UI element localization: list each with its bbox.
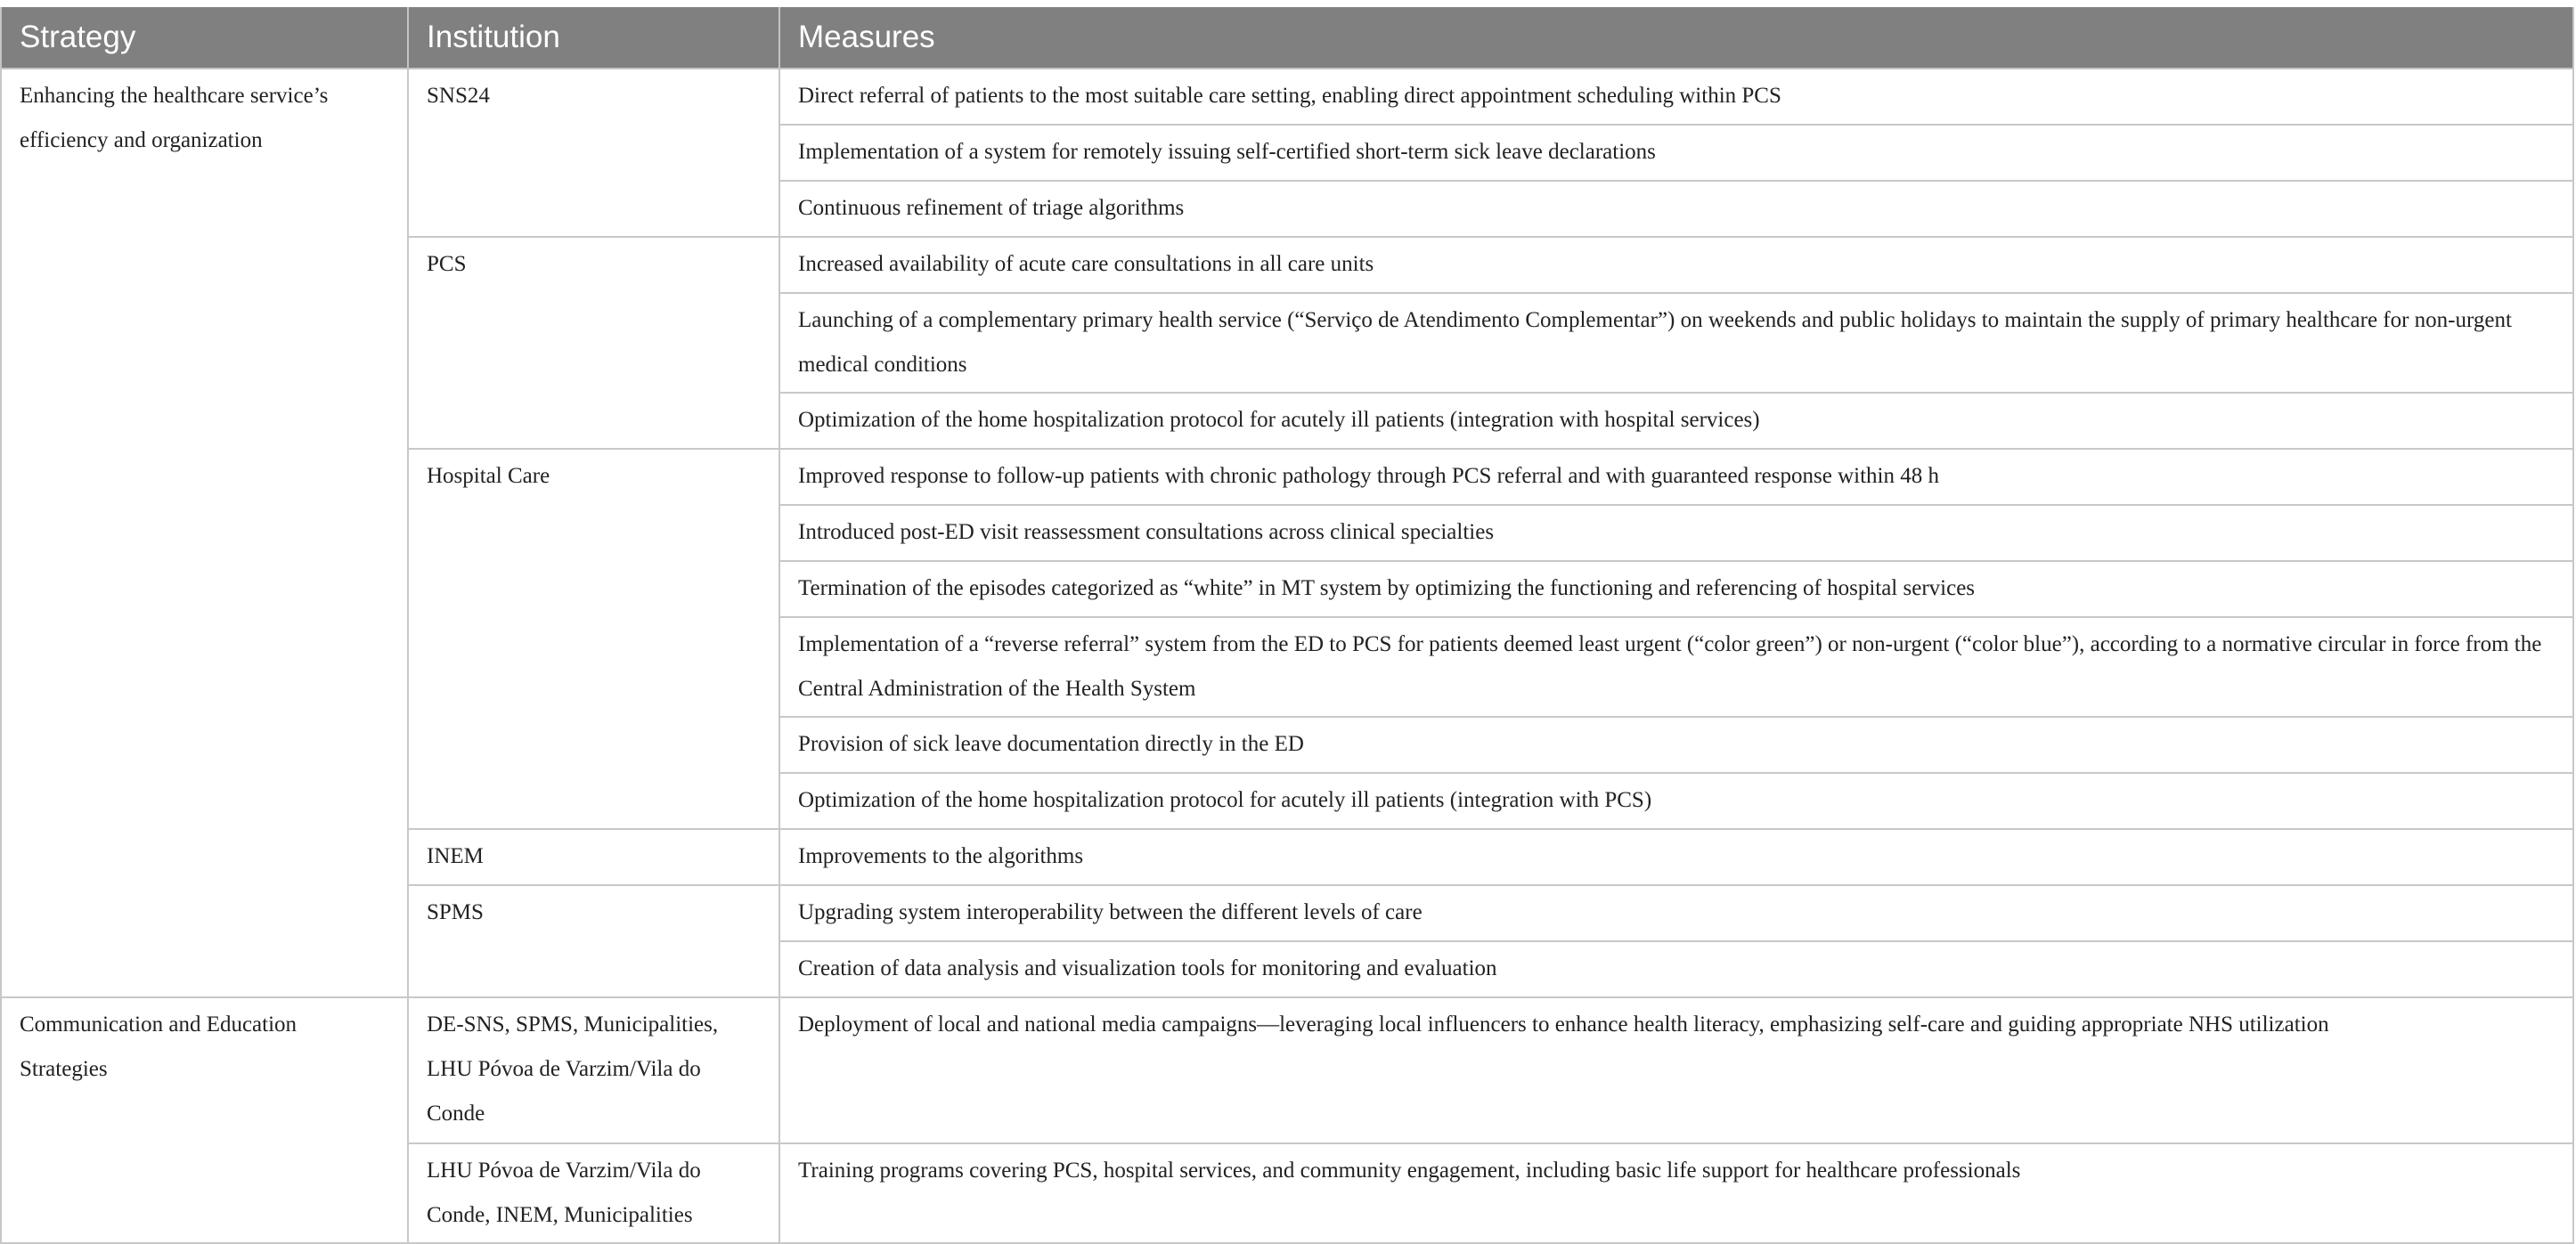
institution-cell: PCS: [407, 236, 780, 450]
header-row: Strategy Institution Measures: [0, 7, 2574, 69]
measure-cell: Direct referral of patients to the most …: [779, 68, 2574, 126]
table-row: Optimization of the home hospitalization…: [1, 772, 2574, 830]
table-row: Introduced post-ED visit reassessment co…: [1, 504, 2574, 562]
institution-cell: LHU Póvoa de Varzim/Vila do Conde, INEM,…: [407, 1142, 780, 1244]
measure-cell: Implementation of a “reverse referral” s…: [779, 616, 2574, 718]
institution-cell: Hospital Care: [407, 448, 780, 830]
measure-cell: Provision of sick leave documentation di…: [779, 716, 2574, 774]
measure-cell: Upgrading system interoperability betwee…: [779, 884, 2574, 942]
table-row: Implementation of a “reverse referral” s…: [1, 616, 2574, 718]
header-institution: Institution: [407, 7, 780, 69]
institution-cell: DE-SNS, SPMS, Municipalities, LHU Póvoa …: [407, 996, 780, 1144]
institution-cell: SPMS: [407, 884, 780, 998]
table-row: INEM Improvements to the algorithms: [1, 828, 2574, 886]
measure-cell: Launching of a complementary primary hea…: [779, 292, 2574, 394]
table-row: Termination of the episodes categorized …: [1, 560, 2574, 618]
table-row: PCS Increased availability of acute care…: [1, 236, 2574, 450]
table-row: Creation of data analysis and visualizat…: [1, 940, 2574, 998]
table-row: Provision of sick leave documentation di…: [1, 716, 2574, 774]
measure-cell: Creation of data analysis and visualizat…: [779, 940, 2574, 998]
measure-cell: Implementation of a system for remotely …: [779, 124, 2574, 182]
measure-cell: Optimization of the home hospitalization…: [779, 772, 2574, 830]
institution-cell: INEM: [407, 828, 780, 886]
strategy-cell: Communication and Education Strategies: [0, 996, 409, 1244]
measure-cell: Increased availability of acute care con…: [779, 236, 2574, 294]
header-strategy: Strategy: [0, 7, 409, 69]
measure-cell: Improved response to follow-up patients …: [779, 448, 2574, 506]
strategy-cell: Enhancing the healthcare service’s effic…: [0, 68, 409, 998]
table-row: Communication and Education Strategies D…: [0, 996, 2574, 1244]
table-row: Launching of a complementary primary hea…: [1, 292, 2574, 394]
table-row: Continuous refinement of triage algorith…: [1, 180, 2574, 238]
measure-cell: Continuous refinement of triage algorith…: [779, 180, 2574, 238]
table-row: Implementation of a system for remotely …: [1, 124, 2574, 182]
measure-cell: Introduced post-ED visit reassessment co…: [779, 504, 2574, 562]
table-row: SPMS Upgrading system interoperability b…: [1, 884, 2574, 998]
measure-cell: Training programs covering PCS, hospital…: [779, 1142, 2574, 1244]
measure-cell: Improvements to the algorithms: [779, 828, 2574, 886]
table-row: LHU Póvoa de Varzim/Vila do Conde, INEM,…: [1, 1142, 2574, 1244]
measures-table: Strategy Institution Measures Enhancing …: [0, 7, 2574, 1244]
header-measures: Measures: [779, 7, 2574, 69]
measure-cell: Deployment of local and national media c…: [779, 996, 2574, 1144]
measure-cell: Optimization of the home hospitalization…: [779, 392, 2574, 450]
measure-cell: Termination of the episodes categorized …: [779, 560, 2574, 618]
table-row: Hospital Care Improved response to follo…: [1, 448, 2574, 830]
table-row: Optimization of the home hospitalization…: [1, 392, 2574, 450]
table-row: Enhancing the healthcare service’s effic…: [0, 68, 2574, 998]
institution-cell: SNS24: [407, 68, 780, 238]
